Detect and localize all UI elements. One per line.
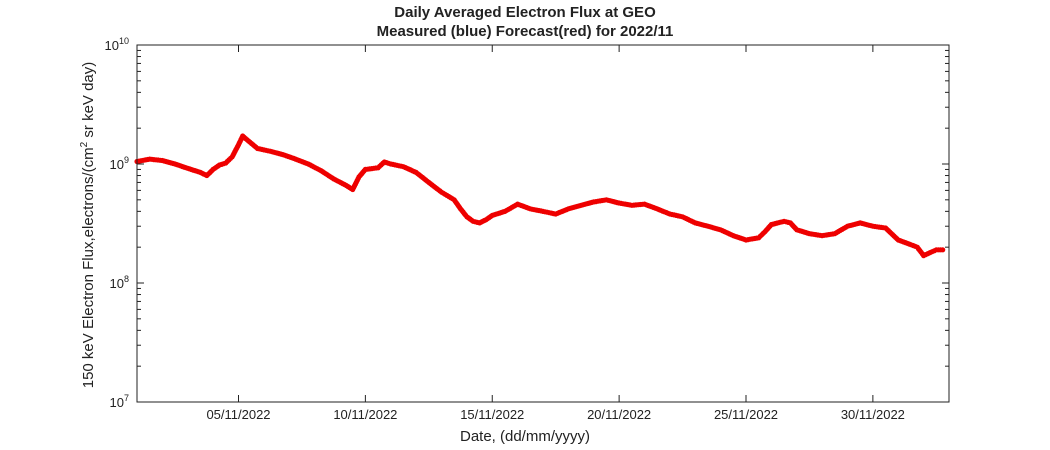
x-tick-label: 25/11/2022 bbox=[714, 407, 778, 422]
y-tick-base: 10 bbox=[110, 276, 124, 291]
y-tick-label: 109 bbox=[110, 155, 129, 172]
flux-point bbox=[940, 247, 946, 253]
plot-area-frame bbox=[136, 44, 950, 403]
y-tick-exponent: 9 bbox=[124, 155, 129, 165]
y-tick-base: 10 bbox=[110, 157, 124, 172]
x-axis-label: Date, (dd/mm/yyyy) bbox=[459, 428, 591, 445]
x-tick-label: 30/11/2022 bbox=[841, 407, 905, 422]
chart-subtitle: Measured (blue) Forecast(red) for 2022/1… bbox=[376, 23, 674, 40]
chart-marks bbox=[134, 133, 946, 259]
y-axis-label: 150 keV Electron Flux,electrons/(cm2 sr … bbox=[79, 62, 97, 389]
y-axis-label-tail: sr keV day) bbox=[80, 61, 97, 142]
y-tick-label: 1010 bbox=[105, 36, 129, 53]
x-tick-label: 05/11/2022 bbox=[206, 407, 270, 422]
y-axis-label-main: 150 keV Electron Flux,electrons/(cm bbox=[80, 147, 97, 389]
y-tick-label: 108 bbox=[110, 274, 129, 291]
y-tick-base: 10 bbox=[105, 38, 119, 53]
y-axis-label-sup: 2 bbox=[79, 141, 90, 148]
x-tick-label: 20/11/2022 bbox=[587, 407, 651, 422]
chart-title: Daily Averaged Electron Flux at GEO bbox=[394, 4, 656, 21]
x-tick-label: 15/11/2022 bbox=[460, 407, 524, 422]
y-tick-exponent: 7 bbox=[124, 393, 129, 403]
x-tick-label: 10/11/2022 bbox=[333, 407, 397, 422]
y-tick-exponent: 8 bbox=[124, 274, 129, 284]
axis-ticks: 05/11/2022 10/11/2022 15/11/2022 20/11/2022… bbox=[105, 36, 949, 422]
y-tick-exponent: 10 bbox=[119, 36, 129, 46]
y-tick-base: 10 bbox=[110, 395, 124, 410]
y-tick-label: 107 bbox=[110, 393, 129, 410]
